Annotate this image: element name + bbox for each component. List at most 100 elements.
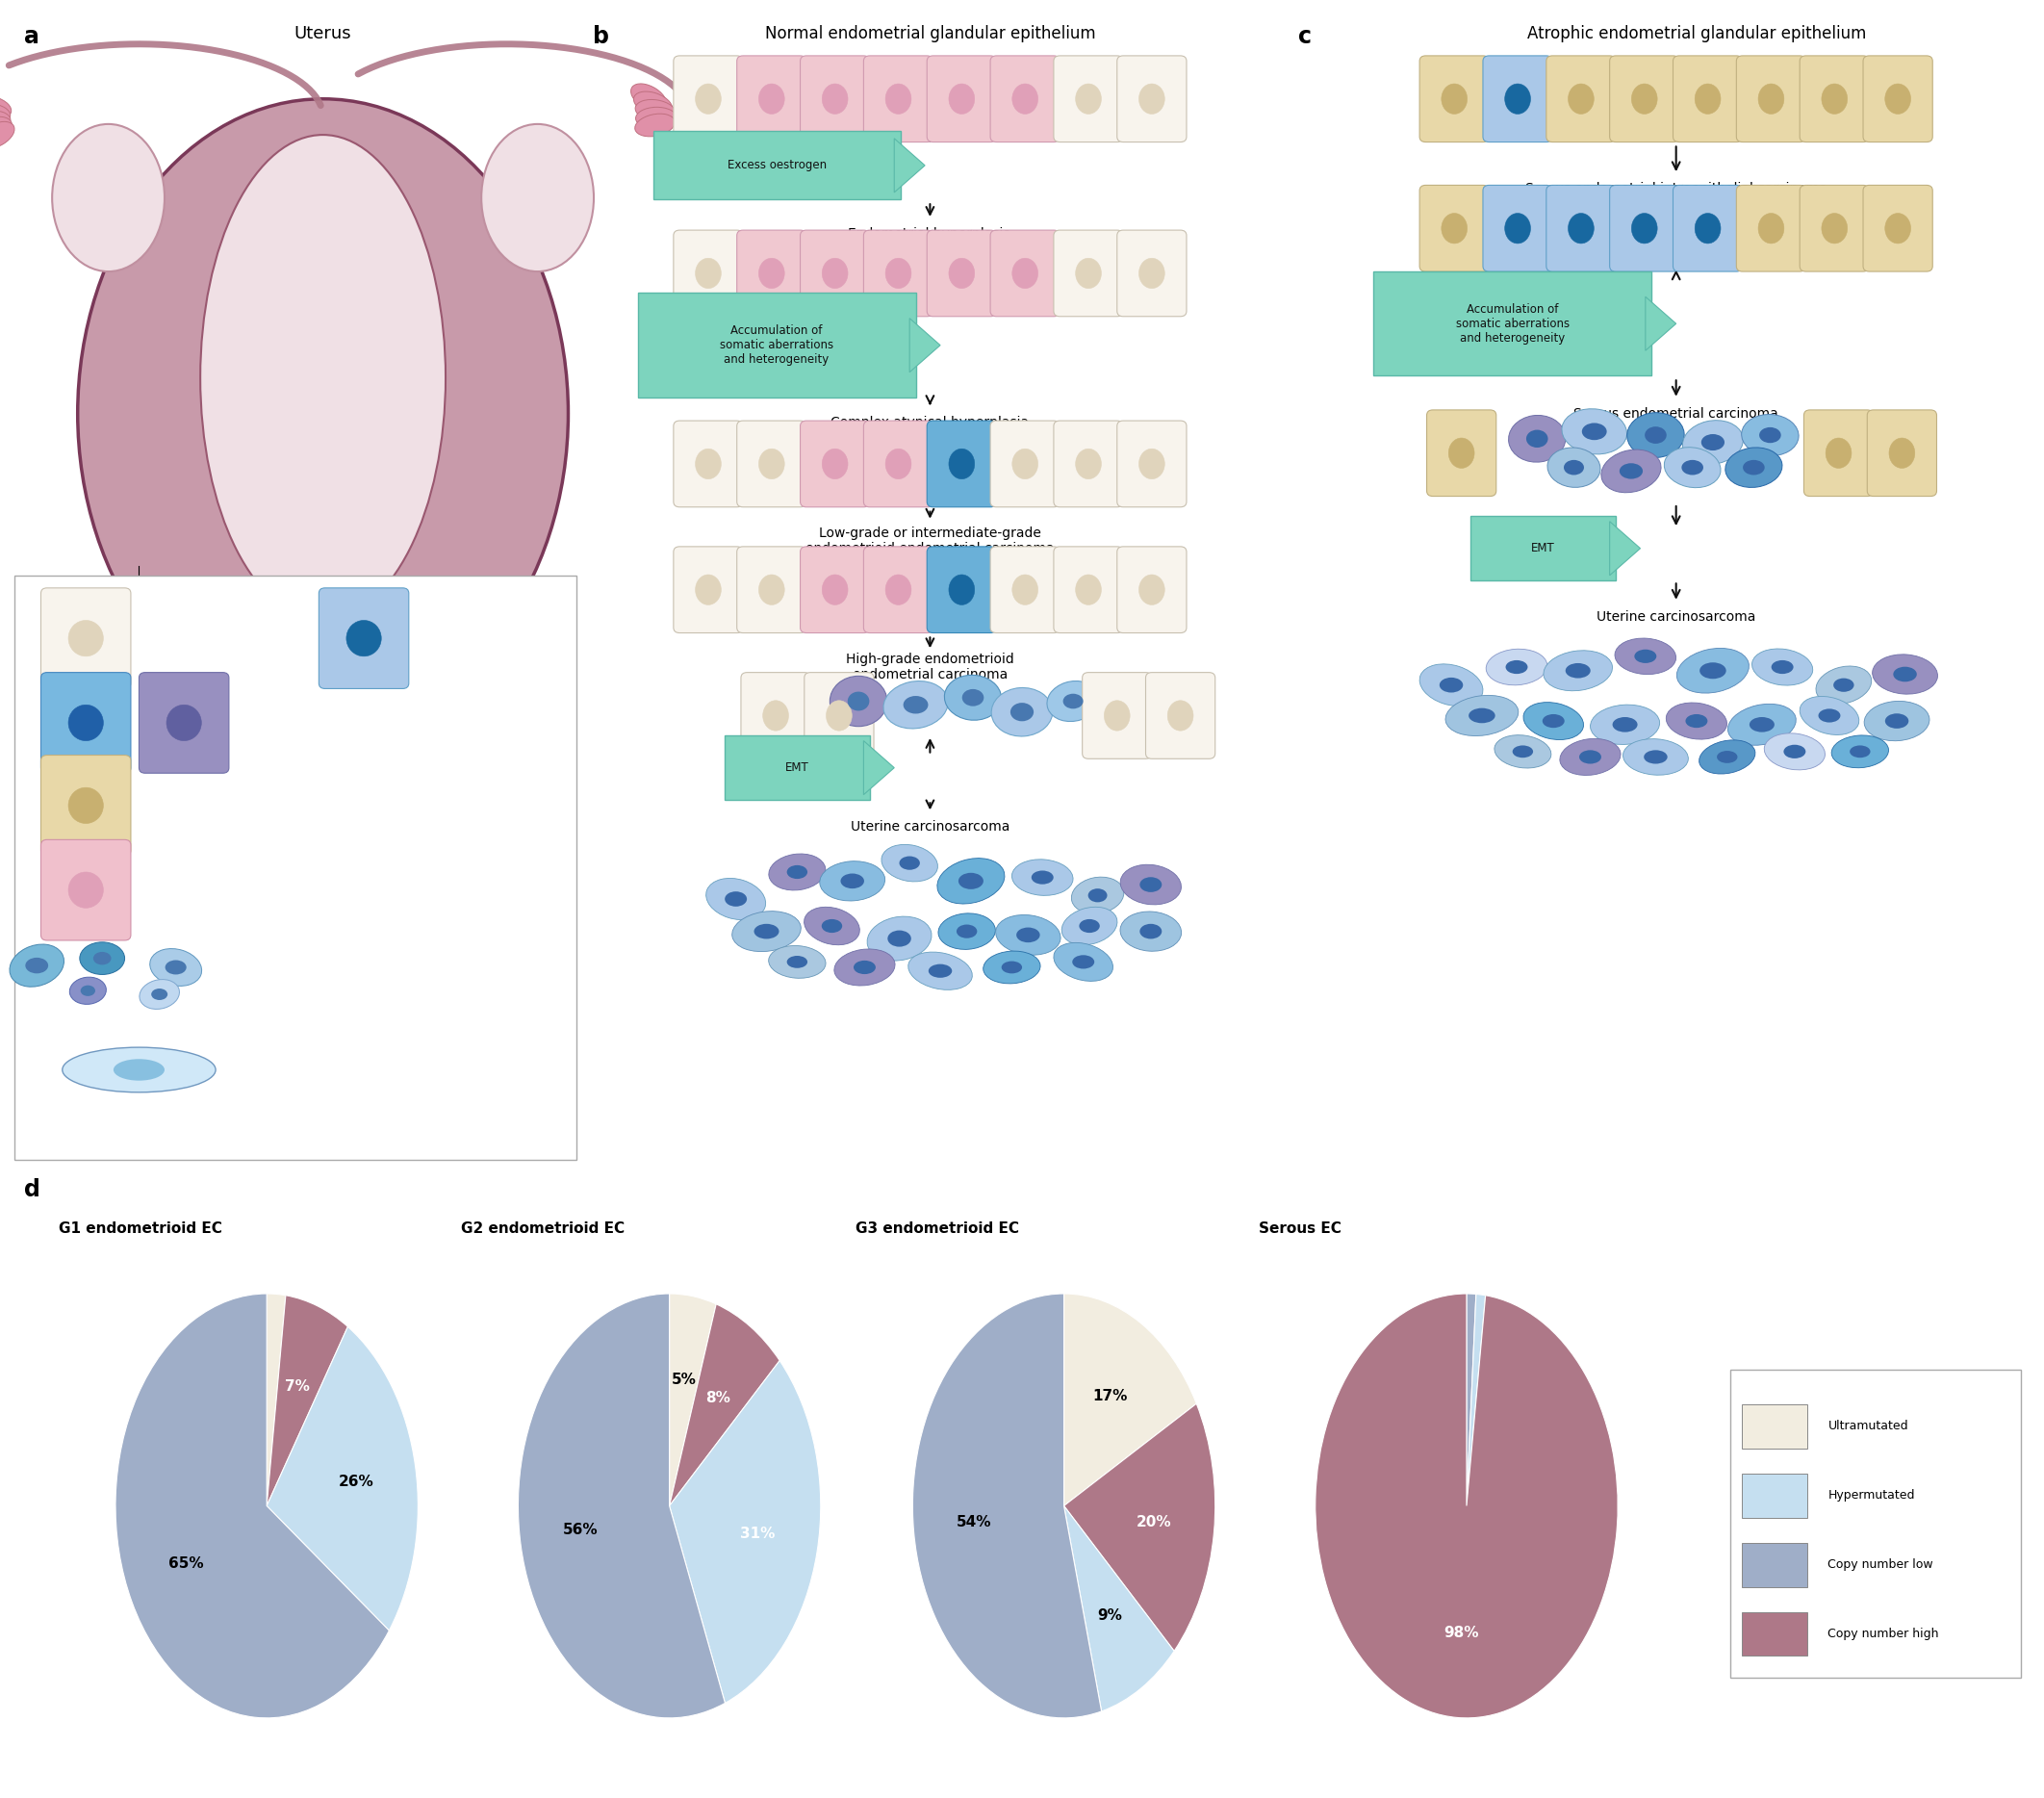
Ellipse shape <box>1012 575 1038 604</box>
Ellipse shape <box>1694 85 1721 113</box>
Ellipse shape <box>1075 259 1102 288</box>
Ellipse shape <box>803 906 861 946</box>
Ellipse shape <box>1421 663 1482 707</box>
FancyBboxPatch shape <box>928 230 997 316</box>
Ellipse shape <box>963 689 983 707</box>
FancyBboxPatch shape <box>1427 410 1496 496</box>
Ellipse shape <box>695 259 722 288</box>
Ellipse shape <box>840 874 865 888</box>
Text: c: c <box>1298 25 1312 49</box>
Ellipse shape <box>1645 426 1666 444</box>
Ellipse shape <box>166 705 202 741</box>
Ellipse shape <box>1445 696 1519 735</box>
Wedge shape <box>668 1304 779 1507</box>
Ellipse shape <box>995 915 1061 955</box>
Ellipse shape <box>1494 735 1551 768</box>
Text: Sarcoma cell: Sarcoma cell <box>266 1064 343 1075</box>
FancyBboxPatch shape <box>638 293 916 397</box>
Text: Epithelial cell: Epithelial cell <box>184 633 264 644</box>
FancyBboxPatch shape <box>740 672 811 759</box>
Ellipse shape <box>1885 714 1909 728</box>
Ellipse shape <box>1615 638 1676 674</box>
Text: 56%: 56% <box>562 1523 599 1537</box>
Ellipse shape <box>1441 214 1468 243</box>
Wedge shape <box>1063 1295 1196 1507</box>
FancyBboxPatch shape <box>928 56 997 142</box>
Ellipse shape <box>758 450 785 478</box>
Ellipse shape <box>1885 85 1911 113</box>
FancyBboxPatch shape <box>801 421 869 507</box>
FancyBboxPatch shape <box>1609 185 1680 271</box>
Ellipse shape <box>1664 448 1721 487</box>
Ellipse shape <box>10 944 63 987</box>
Ellipse shape <box>1831 735 1889 768</box>
FancyBboxPatch shape <box>1862 185 1932 271</box>
FancyBboxPatch shape <box>738 547 805 633</box>
Wedge shape <box>1316 1295 1617 1717</box>
Ellipse shape <box>1694 214 1721 243</box>
Polygon shape <box>1609 521 1639 575</box>
FancyBboxPatch shape <box>675 230 744 316</box>
Ellipse shape <box>758 259 785 288</box>
Ellipse shape <box>0 111 10 133</box>
FancyBboxPatch shape <box>863 421 932 507</box>
FancyBboxPatch shape <box>1803 410 1872 496</box>
Text: Accumulation of
somatic aberrations
and heterogeneity: Accumulation of somatic aberrations and … <box>1455 302 1570 345</box>
Ellipse shape <box>1850 746 1870 757</box>
Ellipse shape <box>1889 439 1915 467</box>
FancyBboxPatch shape <box>801 547 869 633</box>
Ellipse shape <box>1764 734 1825 770</box>
Ellipse shape <box>903 696 928 714</box>
Ellipse shape <box>959 872 983 890</box>
Ellipse shape <box>53 124 166 271</box>
Wedge shape <box>117 1295 388 1717</box>
Ellipse shape <box>1139 85 1165 113</box>
Ellipse shape <box>1821 214 1848 243</box>
Text: Vagina: Vagina <box>358 705 401 716</box>
FancyBboxPatch shape <box>41 755 131 856</box>
Wedge shape <box>1063 1507 1173 1712</box>
Ellipse shape <box>758 575 785 604</box>
Ellipse shape <box>1893 667 1917 681</box>
FancyBboxPatch shape <box>1053 547 1124 633</box>
Ellipse shape <box>1864 701 1930 741</box>
FancyBboxPatch shape <box>319 588 409 689</box>
Ellipse shape <box>636 108 677 129</box>
Ellipse shape <box>1582 423 1607 441</box>
Ellipse shape <box>632 85 666 111</box>
Ellipse shape <box>1600 450 1662 493</box>
Text: High-grade endometrioid
endometrial carcinoma: High-grade endometrioid endometrial carc… <box>846 653 1014 681</box>
Ellipse shape <box>822 259 848 288</box>
Text: b: b <box>593 25 609 49</box>
Ellipse shape <box>867 917 932 960</box>
Ellipse shape <box>732 912 801 951</box>
Ellipse shape <box>166 960 186 975</box>
FancyBboxPatch shape <box>1741 1613 1807 1656</box>
Wedge shape <box>266 1295 347 1507</box>
Ellipse shape <box>899 856 920 870</box>
Ellipse shape <box>1717 752 1737 762</box>
Ellipse shape <box>1825 439 1852 467</box>
FancyBboxPatch shape <box>1866 410 1938 496</box>
Ellipse shape <box>1784 744 1805 759</box>
Ellipse shape <box>1750 717 1774 732</box>
Ellipse shape <box>1562 408 1627 455</box>
Ellipse shape <box>200 135 446 620</box>
Ellipse shape <box>1619 464 1643 478</box>
FancyBboxPatch shape <box>1672 56 1741 142</box>
Ellipse shape <box>1772 660 1793 674</box>
FancyBboxPatch shape <box>991 56 1061 142</box>
Ellipse shape <box>726 892 746 906</box>
Ellipse shape <box>1815 665 1872 705</box>
Ellipse shape <box>1139 450 1165 478</box>
Text: 98%: 98% <box>1443 1625 1478 1640</box>
Wedge shape <box>1468 1295 1486 1507</box>
FancyBboxPatch shape <box>41 840 131 940</box>
FancyBboxPatch shape <box>1741 1543 1807 1588</box>
Ellipse shape <box>1079 919 1100 933</box>
FancyBboxPatch shape <box>1116 56 1186 142</box>
FancyBboxPatch shape <box>1053 56 1124 142</box>
Ellipse shape <box>834 949 895 985</box>
Text: Serous EC: Serous EC <box>1259 1221 1341 1235</box>
Ellipse shape <box>948 450 975 478</box>
